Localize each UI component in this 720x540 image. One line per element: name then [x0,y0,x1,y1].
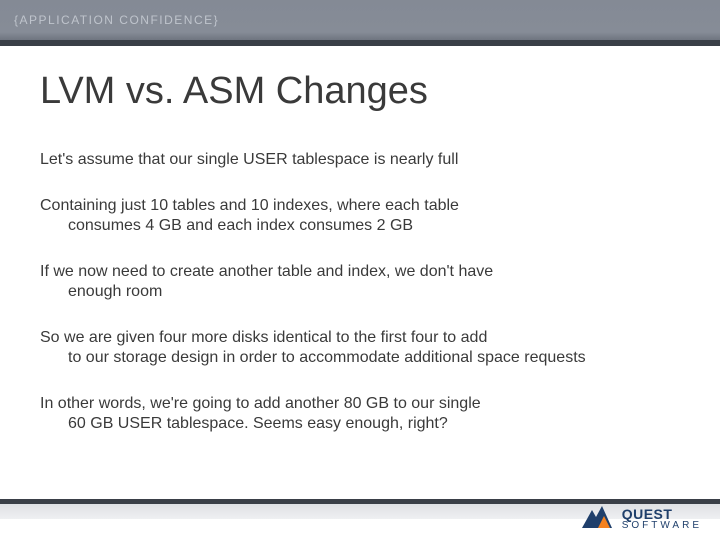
logo-line1: QUEST [622,507,702,521]
logo-mark-icon [578,504,616,534]
paragraph-rest: enough room [68,282,670,302]
paragraph-first-line: Containing just 10 tables and 10 indexes… [40,197,459,214]
paragraph-first-line: If we now need to create another table a… [40,263,493,280]
logo-text: QUEST SOFTWARE [622,507,702,531]
footer-logo: QUEST SOFTWARE [578,504,702,534]
paragraph: Let's assume that our single USER tables… [40,150,670,170]
paragraph: In other words, we're going to add anoth… [40,394,670,434]
logo-line2: SOFTWARE [622,521,702,531]
paragraph: If we now need to create another table a… [40,262,670,302]
paragraph-first-line: In other words, we're going to add anoth… [40,395,481,412]
paragraph-rest: to our storage design in order to accomm… [68,348,670,368]
header-tagline: {APPLICATION CONFIDENCE} [14,13,219,27]
paragraph-rest: 60 GB USER tablespace. Seems easy enough… [68,414,670,434]
paragraph-first-line: So we are given four more disks identica… [40,329,487,346]
slide-body: Let's assume that our single USER tables… [40,150,670,460]
header-band: {APPLICATION CONFIDENCE} [0,0,720,40]
paragraph: Containing just 10 tables and 10 indexes… [40,196,670,236]
paragraph-first-line: Let's assume that our single USER tables… [40,151,458,168]
paragraph: So we are given four more disks identica… [40,328,670,368]
paragraph-rest: consumes 4 GB and each index consumes 2 … [68,216,670,236]
header-underline-gap [0,46,720,48]
slide-title: LVM vs. ASM Changes [40,70,680,113]
slide: {APPLICATION CONFIDENCE} LVM vs. ASM Cha… [0,0,720,540]
